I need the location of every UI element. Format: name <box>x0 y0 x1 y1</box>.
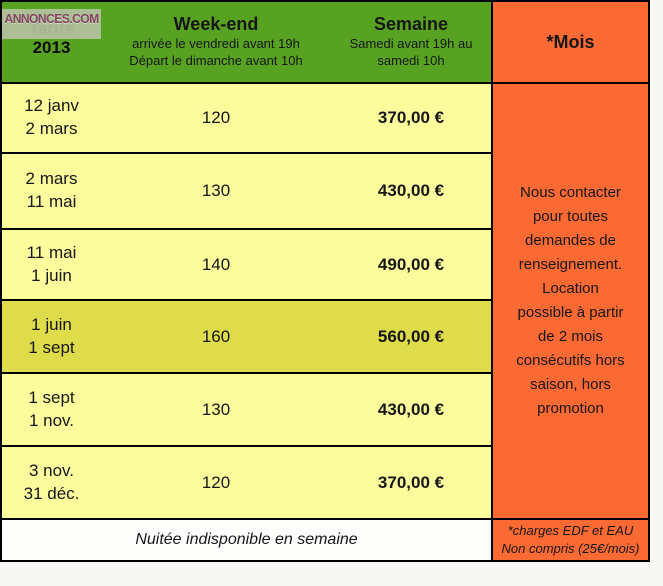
week-price-cell: 370,00 € <box>331 82 492 153</box>
week-price-cell: 430,00 € <box>331 152 492 229</box>
semaine-title: Semaine <box>373 14 449 35</box>
weekend-price-cell: 140 <box>101 228 331 300</box>
footer-row: Nuitée indisponible en semaine *charges … <box>1 518 649 561</box>
period-start: 1 sept <box>28 387 75 407</box>
nuitee-note-cell: Nuitée indisponible en semaine <box>1 518 492 561</box>
tarifs-year: 2013 <box>32 38 71 57</box>
table-row: 3 nov. 31 déc. 120 370,00 € <box>1 445 649 519</box>
weekend-subtitle-1: arrivée le vendredi avant 19h <box>132 35 300 51</box>
week-price-cell: 430,00 € <box>331 372 492 446</box>
period-cell: 11 mai 1 juin <box>1 228 101 300</box>
weekend-price-cell: 130 <box>101 372 331 446</box>
annonces-watermark-text: ANNONCES.COM <box>4 11 99 26</box>
period-cell: 1 juin 1 sept <box>1 299 101 373</box>
period-cell: 2 mars 11 mai <box>1 152 101 229</box>
semaine-subtitle-1: Samedi avant 19h au <box>349 35 473 51</box>
period-start: 12 janv <box>24 96 79 116</box>
period-start: 3 nov. <box>28 460 75 480</box>
header-tarifs-cell: Tarifs 2013 ANNONCES.COM <box>1 1 101 83</box>
period-end: 1 sept <box>28 337 75 357</box>
charges-line-1: *charges EDF et EAU <box>507 523 634 539</box>
period-start: 2 mars <box>25 169 78 189</box>
period-end: 1 nov. <box>28 410 75 430</box>
period-cell: 3 nov. 31 déc. <box>1 445 101 519</box>
table-row: 11 mai 1 juin 140 490,00 € <box>1 228 649 300</box>
period-end: 31 déc. <box>23 483 80 503</box>
table-row-highlighted: 1 juin 1 sept 160 560,00 € <box>1 299 649 373</box>
weekend-subtitle-2: Départ le dimanche avant 10h <box>129 53 303 69</box>
table-row: 2 mars 11 mai 130 430,00 € <box>1 152 649 229</box>
week-price-cell: 560,00 € <box>331 299 492 373</box>
weekend-price-cell: 160 <box>101 299 331 373</box>
weekend-title: Week-end <box>173 14 259 35</box>
table-row: 12 janv 2 mars 120 370,00 € Nous contact… <box>1 82 649 519</box>
period-start: 1 juin <box>31 314 72 334</box>
period-start: 11 mai <box>26 242 77 262</box>
period-end: 11 mai <box>26 192 77 211</box>
period-cell: 1 sept 1 nov. <box>1 372 101 446</box>
contact-note-cell: Nous contacter pour toutes demandes de r… <box>491 82 649 519</box>
annonces-watermark: ANNONCES.COM <box>2 9 101 39</box>
week-price-cell: 370,00 € <box>331 445 492 519</box>
weekend-price-cell: 120 <box>101 445 331 519</box>
charges-line-2: Non compris (25€/mois) <box>501 541 640 556</box>
semaine-subtitle-2: samedi 10h <box>377 53 445 69</box>
header-semaine-cell: Semaine Samedi avant 19h au samedi 10h <box>331 1 492 83</box>
weekend-price-cell: 130 <box>101 152 331 229</box>
table-row: 1 sept 1 nov. 130 430,00 € <box>1 372 649 446</box>
period-cell: 12 janv 2 mars <box>1 82 101 153</box>
tariff-table-2013: Tarifs 2013 ANNONCES.COM Week-end arrivé… <box>0 0 650 562</box>
period-end: 2 mars <box>25 119 78 138</box>
header-weekend-cell: Week-end arrivée le vendredi avant 19h D… <box>101 1 331 83</box>
charges-note-cell: *charges EDF et EAU Non compris (25€/moi… <box>491 518 649 561</box>
weekend-price-cell: 120 <box>101 82 331 153</box>
week-price-cell: 490,00 € <box>331 228 492 300</box>
period-end: 1 juin <box>31 265 72 285</box>
header-mois-cell: *Mois <box>491 1 649 83</box>
